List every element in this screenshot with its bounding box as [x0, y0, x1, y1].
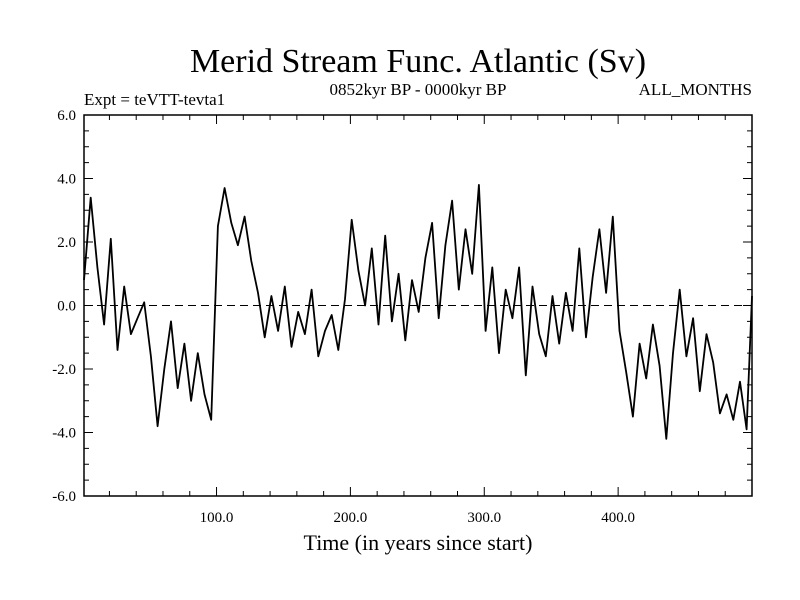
chart-title: Merid Stream Func. Atlantic (Sv)	[190, 43, 646, 80]
y-tick-label: 4.0	[57, 172, 76, 188]
x-tick-label: 200.0	[334, 510, 368, 526]
y-tick-label: 6.0	[57, 108, 76, 124]
experiment-label: Expt = teVTT-tevta1	[84, 90, 225, 109]
y-tick-label: -4.0	[52, 426, 76, 442]
months-label: ALL_MONTHS	[639, 80, 752, 99]
x-tick-label: 400.0	[601, 510, 635, 526]
time-range-label: 0852kyr BP - 0000kyr BP	[330, 80, 507, 99]
y-tick-label: 0.0	[57, 299, 76, 315]
y-tick-label: 2.0	[57, 235, 76, 251]
x-tick-label: 300.0	[467, 510, 501, 526]
plot-frame	[83, 114, 753, 497]
y-tick-label: -6.0	[52, 489, 76, 505]
x-axis-label: Time (in years since start)	[304, 530, 533, 555]
series-line	[83, 184, 753, 440]
y-tick-label: -2.0	[52, 362, 76, 378]
x-tick-label: 100.0	[200, 510, 234, 526]
